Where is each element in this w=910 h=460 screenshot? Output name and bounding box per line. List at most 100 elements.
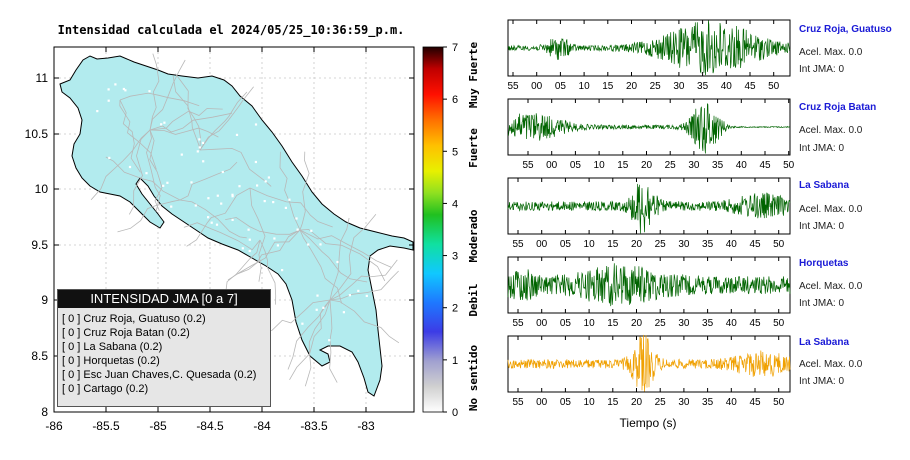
time-tick-label: 00 — [536, 239, 548, 250]
town-marker — [281, 325, 284, 329]
road — [149, 127, 219, 138]
time-tick-label: 25 — [655, 397, 667, 408]
town-marker — [307, 243, 310, 246]
station-accel: Acel. Max. 0.0 — [799, 204, 863, 215]
station-name: Cruz Roja Batan — [799, 102, 877, 113]
colorbar-tick-label: 7 — [452, 42, 458, 54]
road — [149, 108, 223, 131]
town-marker — [276, 244, 279, 247]
time-tick-label: 40 — [726, 318, 738, 329]
town-marker — [107, 88, 110, 91]
time-tick-label: 35 — [697, 81, 709, 92]
time-tick-label: 15 — [607, 397, 619, 408]
time-tick-label: 30 — [678, 239, 690, 250]
town-marker — [145, 172, 148, 175]
time-tick-label: 10 — [584, 239, 596, 250]
time-tick-label: 45 — [749, 318, 761, 329]
time-tick-label: 45 — [749, 239, 761, 250]
time-tick-label: 15 — [602, 81, 614, 92]
town-marker — [108, 156, 111, 159]
road — [279, 151, 301, 231]
road — [299, 229, 392, 268]
colorbar-tick-label: 0 — [452, 407, 458, 419]
town-marker — [342, 311, 345, 314]
road — [199, 91, 248, 151]
town-marker — [247, 228, 250, 231]
seismogram-trace — [507, 263, 791, 307]
town-marker — [254, 160, 257, 164]
town-marker — [288, 198, 291, 201]
lon-tick-label: -85 — [149, 419, 167, 433]
road — [149, 59, 186, 131]
town-marker — [216, 194, 219, 197]
time-tick-label: 05 — [560, 318, 572, 329]
station-accel: Acel. Max. 0.0 — [799, 281, 863, 292]
time-tick-label: 55 — [507, 81, 519, 92]
road — [119, 92, 200, 107]
time-tick-label: 55 — [512, 239, 524, 250]
time-tick-label: 40 — [726, 397, 738, 408]
lon-tick-label: -84 — [253, 419, 271, 433]
time-tick-label: 45 — [759, 160, 771, 171]
road-network — [90, 53, 400, 387]
road — [225, 217, 301, 235]
town-marker — [207, 197, 210, 200]
time-tick-label: 45 — [744, 81, 756, 92]
station-accel: Acel. Max. 0.0 — [799, 359, 863, 370]
road — [179, 199, 247, 239]
town-marker — [235, 133, 239, 136]
waveform-panel: 55 00 05 10 15 20 25 30 35 40 45 50 — [507, 98, 795, 171]
seismogram-trace — [507, 20, 791, 76]
station-intensity: Int JMA: 0 — [799, 64, 845, 75]
town-marker — [202, 160, 205, 163]
town-marker — [221, 170, 224, 174]
lon-tick-label: -86 — [45, 419, 63, 433]
road — [227, 229, 301, 281]
legend-item: [ 0 ] Cartago (0.2) — [62, 383, 149, 395]
road — [149, 112, 233, 133]
town-marker — [264, 180, 267, 183]
town-marker — [163, 121, 166, 124]
time-tick-label: 25 — [665, 160, 677, 171]
road — [249, 187, 333, 228]
map-title: Intensidad calculada el 2024/05/25_10:36… — [58, 23, 405, 38]
town-marker — [310, 229, 313, 232]
waveform-panel: 55 00 05 10 15 20 25 30 35 40 45 50 — [507, 256, 791, 329]
town-marker — [322, 306, 325, 309]
time-tick-label: 05 — [555, 81, 567, 92]
road — [304, 299, 331, 387]
road — [299, 229, 368, 283]
town-marker — [194, 204, 197, 207]
time-tick-label: 15 — [617, 160, 629, 171]
time-tick-label: 20 — [631, 397, 643, 408]
legend-item: [ 0 ] Cruz Roja Batan (0.2) — [62, 327, 190, 339]
town-marker — [238, 185, 241, 188]
waveform-panels: 55 00 05 10 15 20 25 30 35 40 45 50 55 00 05 10 15 20 25 30… — [507, 19, 795, 408]
time-tick-label: 10 — [584, 397, 596, 408]
time-tick-label: 50 — [768, 81, 780, 92]
town-marker — [287, 315, 290, 318]
station-intensity: Int JMA: 0 — [799, 143, 845, 154]
road — [257, 299, 331, 335]
town-marker — [180, 153, 183, 156]
town-marker — [198, 146, 201, 149]
legend-title: INTENSIDAD JMA [0 a 7] — [58, 290, 270, 308]
time-tick-label: 25 — [655, 239, 667, 250]
colorbar-class-label: Muy Fuerte — [467, 42, 480, 109]
time-tick-label: 50 — [773, 397, 785, 408]
town-marker — [114, 83, 117, 86]
road — [105, 156, 181, 201]
time-tick-label: 15 — [607, 318, 619, 329]
station-name: Cruz Roja, Guatuso — [799, 24, 892, 35]
town-marker — [295, 217, 298, 220]
lat-tick-label: 8 — [41, 405, 48, 419]
colorbar-class-label: Moderado — [467, 209, 480, 262]
legend-item: [ 0 ] La Sabana (0.2) — [62, 341, 163, 353]
time-tick-label: 30 — [688, 160, 700, 171]
colorbar-tick-label: 1 — [452, 355, 458, 367]
town-marker — [284, 206, 287, 209]
colorbar-tick-label: 5 — [452, 146, 458, 158]
road — [237, 229, 301, 275]
waveform-frame — [507, 256, 791, 314]
road — [146, 129, 161, 212]
